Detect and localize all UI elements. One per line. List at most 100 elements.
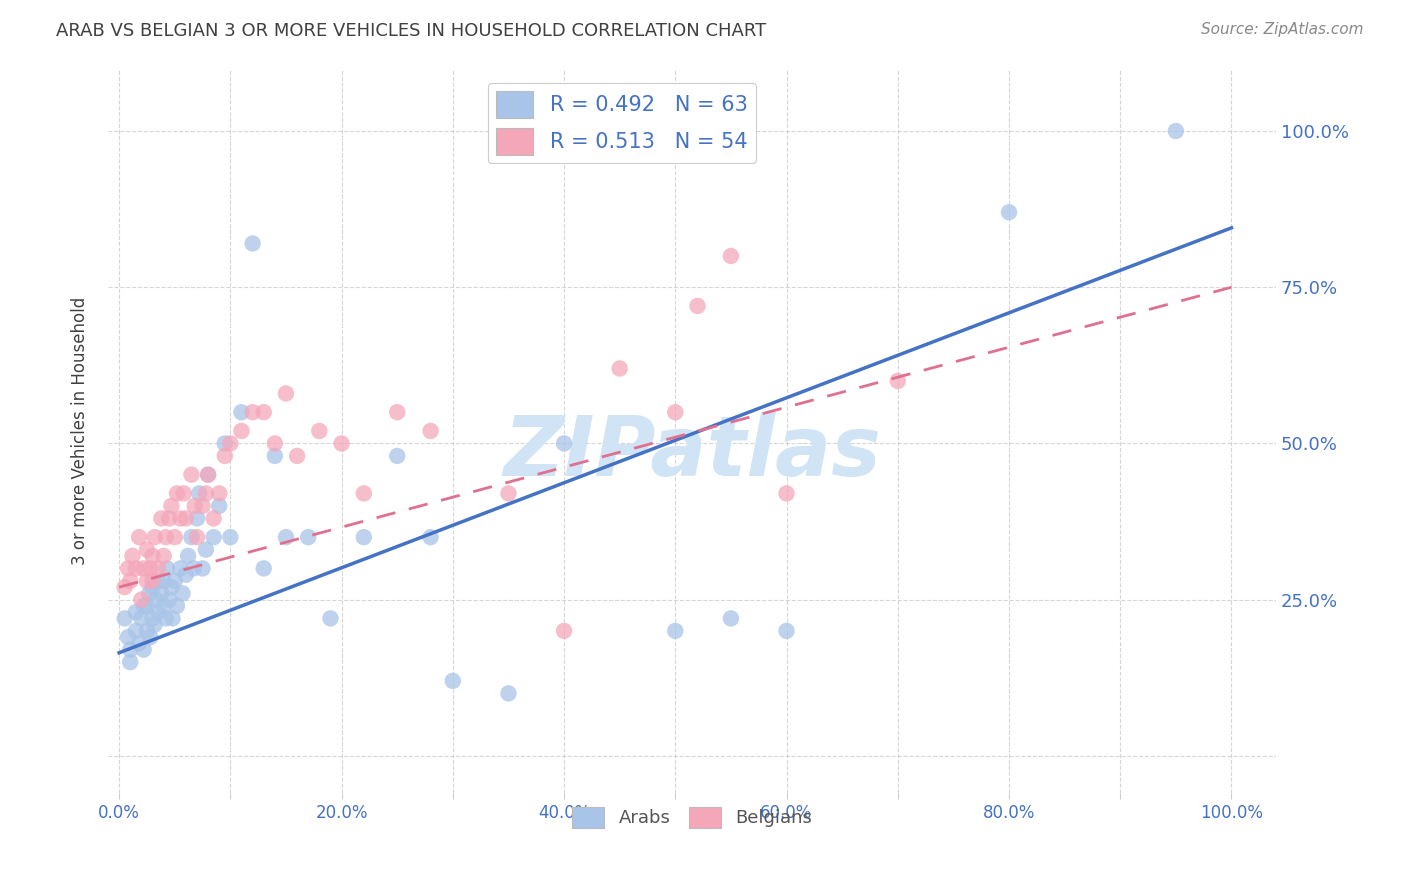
Point bbox=[253, 561, 276, 575]
Point bbox=[135, 542, 157, 557]
Point bbox=[188, 486, 211, 500]
Point bbox=[387, 449, 409, 463]
Point bbox=[887, 374, 910, 388]
Point bbox=[125, 561, 148, 575]
Point bbox=[720, 611, 742, 625]
Point bbox=[285, 449, 308, 463]
Point bbox=[145, 592, 167, 607]
Point bbox=[664, 624, 686, 638]
Point bbox=[146, 605, 169, 619]
Point bbox=[114, 611, 136, 625]
Point bbox=[163, 574, 186, 588]
Point bbox=[419, 424, 441, 438]
Point bbox=[231, 405, 253, 419]
Point bbox=[263, 449, 285, 463]
Point bbox=[141, 580, 163, 594]
Point bbox=[141, 549, 163, 563]
Point bbox=[160, 499, 183, 513]
Point bbox=[214, 449, 236, 463]
Legend: Arabs, Belgians: Arabs, Belgians bbox=[564, 800, 820, 835]
Point bbox=[117, 630, 139, 644]
Point bbox=[263, 436, 285, 450]
Point bbox=[120, 655, 142, 669]
Point bbox=[387, 405, 409, 419]
Point bbox=[139, 561, 162, 575]
Point bbox=[664, 405, 686, 419]
Point bbox=[553, 436, 575, 450]
Point bbox=[135, 574, 157, 588]
Point bbox=[125, 605, 148, 619]
Point bbox=[308, 424, 330, 438]
Point bbox=[609, 361, 631, 376]
Point bbox=[231, 424, 253, 438]
Point bbox=[162, 611, 184, 625]
Point bbox=[128, 530, 150, 544]
Point bbox=[686, 299, 709, 313]
Point bbox=[180, 467, 202, 482]
Point bbox=[353, 530, 375, 544]
Point bbox=[166, 486, 188, 500]
Point bbox=[553, 624, 575, 638]
Point bbox=[132, 642, 155, 657]
Point bbox=[155, 530, 177, 544]
Point bbox=[146, 574, 169, 588]
Point bbox=[353, 486, 375, 500]
Text: ARAB VS BELGIAN 3 OR MORE VEHICLES IN HOUSEHOLD CORRELATION CHART: ARAB VS BELGIAN 3 OR MORE VEHICLES IN HO… bbox=[56, 22, 766, 40]
Point bbox=[177, 549, 200, 563]
Point bbox=[242, 405, 264, 419]
Point bbox=[128, 636, 150, 650]
Point bbox=[150, 511, 173, 525]
Point bbox=[163, 530, 186, 544]
Point bbox=[152, 599, 174, 613]
Point bbox=[208, 486, 231, 500]
Point bbox=[202, 511, 225, 525]
Point bbox=[274, 386, 297, 401]
Point bbox=[319, 611, 342, 625]
Point bbox=[191, 499, 214, 513]
Point bbox=[143, 617, 166, 632]
Point bbox=[156, 561, 179, 575]
Point bbox=[186, 530, 208, 544]
Point bbox=[172, 586, 194, 600]
Point bbox=[498, 686, 520, 700]
Point bbox=[174, 567, 197, 582]
Point bbox=[242, 236, 264, 251]
Point bbox=[169, 561, 191, 575]
Point bbox=[152, 549, 174, 563]
Point bbox=[173, 486, 195, 500]
Point bbox=[1164, 124, 1187, 138]
Point bbox=[157, 592, 180, 607]
Point bbox=[186, 511, 208, 525]
Point bbox=[191, 561, 214, 575]
Point bbox=[297, 530, 319, 544]
Point bbox=[180, 530, 202, 544]
Point bbox=[132, 599, 155, 613]
Point bbox=[114, 580, 136, 594]
Point bbox=[419, 530, 441, 544]
Point bbox=[120, 642, 142, 657]
Point bbox=[219, 436, 242, 450]
Point bbox=[131, 592, 153, 607]
Point bbox=[139, 630, 162, 644]
Point bbox=[120, 574, 142, 588]
Text: Source: ZipAtlas.com: Source: ZipAtlas.com bbox=[1201, 22, 1364, 37]
Point bbox=[132, 561, 155, 575]
Y-axis label: 3 or more Vehicles in Household: 3 or more Vehicles in Household bbox=[72, 297, 89, 565]
Point bbox=[330, 436, 353, 450]
Point bbox=[135, 624, 157, 638]
Point bbox=[135, 599, 157, 613]
Point bbox=[998, 205, 1021, 219]
Point bbox=[208, 499, 231, 513]
Point bbox=[169, 511, 191, 525]
Point bbox=[160, 580, 183, 594]
Point bbox=[197, 467, 219, 482]
Point bbox=[720, 249, 742, 263]
Point bbox=[152, 574, 174, 588]
Point bbox=[166, 599, 188, 613]
Point bbox=[146, 561, 169, 575]
Point bbox=[143, 530, 166, 544]
Point bbox=[141, 611, 163, 625]
Point bbox=[775, 624, 797, 638]
Point bbox=[157, 511, 180, 525]
Point bbox=[194, 486, 217, 500]
